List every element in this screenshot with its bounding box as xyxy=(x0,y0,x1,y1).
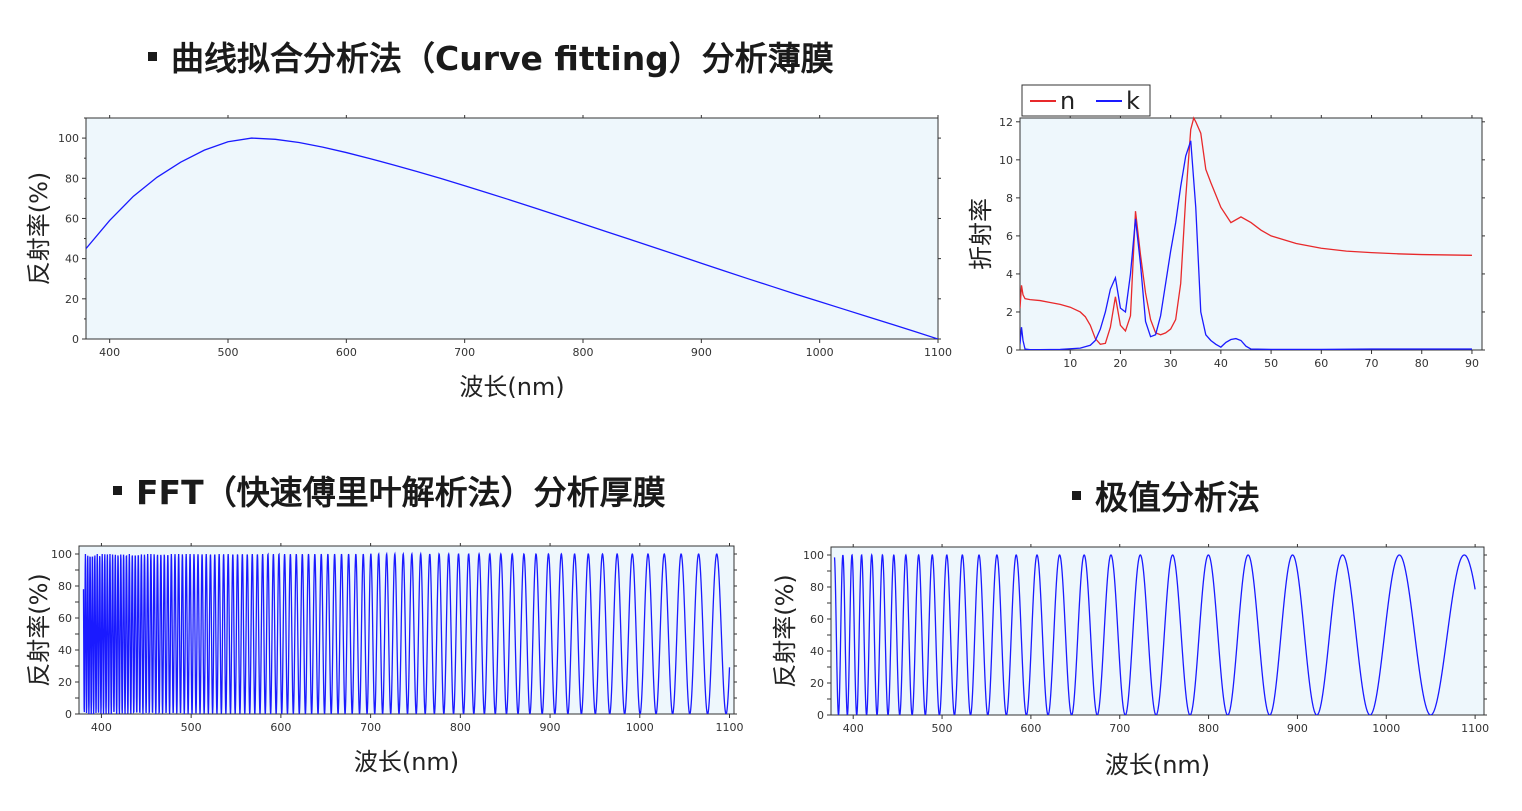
x-tick-label: 60 xyxy=(1314,357,1328,370)
heading-curve-fitting-text: 曲线拟合分析法（Curve fitting）分析薄膜 xyxy=(171,39,834,78)
series-line-0 xyxy=(82,551,731,714)
x-tick-label: 10 xyxy=(1063,357,1077,370)
y-tick-label: 60 xyxy=(58,612,72,625)
x-tick-label: 80 xyxy=(1415,357,1429,370)
y-tick-label: 100 xyxy=(58,132,79,145)
y-tick-label: 40 xyxy=(65,253,79,266)
x-tick-label: 1100 xyxy=(924,346,952,359)
y-tick-label: 8 xyxy=(1006,192,1013,205)
plot-area xyxy=(85,117,939,340)
y-axis-title: 反射率(%) xyxy=(771,574,799,688)
x-tick-label: 900 xyxy=(540,721,561,734)
y-tick-label: 80 xyxy=(810,581,824,594)
x-tick-label: 30 xyxy=(1164,357,1178,370)
heading-fft-text: FFT（快速傅里叶解析法）分析厚膜 xyxy=(136,473,666,512)
x-tick-label: 1100 xyxy=(1461,722,1489,735)
legend-label-k: k xyxy=(1126,87,1140,115)
plot-area xyxy=(1019,117,1483,351)
chart-fft: 0 20 40 60 80 100 400 500 600 700 800 900 1000 1100 反射… xyxy=(25,543,744,776)
x-tick-label: 600 xyxy=(1020,722,1041,735)
x-tick-label: 800 xyxy=(1198,722,1219,735)
x-tick-label: 600 xyxy=(270,721,291,734)
x-axis-title: 波长(nm) xyxy=(354,748,459,776)
y-axis-title: 反射率(%) xyxy=(25,172,53,286)
bullet-icon xyxy=(113,486,122,495)
x-tick-label: 500 xyxy=(932,722,953,735)
x-tick-label: 700 xyxy=(454,346,475,359)
x-tick-label: 400 xyxy=(843,722,864,735)
y-tick-label: 12 xyxy=(999,116,1013,129)
x-tick-label: 600 xyxy=(336,346,357,359)
series-line-0 xyxy=(86,137,938,339)
y-tick-label: 80 xyxy=(65,172,79,185)
x-tick-label: 1000 xyxy=(1372,722,1400,735)
legend-label-n: n xyxy=(1060,87,1075,115)
y-tick-label: 40 xyxy=(810,645,824,658)
x-tick-label: 90 xyxy=(1465,357,1479,370)
y-axis-title: 反射率(%) xyxy=(25,573,53,687)
bullet-icon xyxy=(148,52,157,61)
series-line-n xyxy=(1020,116,1472,346)
x-tick-label: 500 xyxy=(218,346,239,359)
y-tick-label: 6 xyxy=(1006,230,1013,243)
x-tick-label: 40 xyxy=(1214,357,1228,370)
x-tick-label: 400 xyxy=(91,721,112,734)
bullet-icon xyxy=(1072,491,1081,500)
x-tick-label: 900 xyxy=(691,346,712,359)
x-tick-label: 50 xyxy=(1264,357,1278,370)
y-tick-label: 40 xyxy=(58,644,72,657)
y-tick-label: 100 xyxy=(51,548,72,561)
y-tick-label: 80 xyxy=(58,580,72,593)
heading-extremum-text: 极值分析法 xyxy=(1095,478,1260,517)
x-tick-label: 20 xyxy=(1113,357,1127,370)
x-tick-label: 1100 xyxy=(716,721,744,734)
x-tick-label: 800 xyxy=(450,721,471,734)
y-tick-label: 0 xyxy=(817,709,824,722)
x-axis-title: 波长(nm) xyxy=(459,373,564,401)
heading-fft: FFT（快速傅里叶解析法）分析厚膜 xyxy=(113,476,666,509)
x-tick-label: 700 xyxy=(1109,722,1130,735)
x-axis-title: 波长(nm) xyxy=(1105,751,1210,779)
y-axis-title: 折射率 xyxy=(967,198,995,270)
y-tick-label: 2 xyxy=(1006,306,1013,319)
y-tick-label: 4 xyxy=(1006,268,1013,281)
x-tick-label: 70 xyxy=(1365,357,1379,370)
y-tick-label: 0 xyxy=(1006,344,1013,357)
heading-curve-fitting: 曲线拟合分析法（Curve fitting）分析薄膜 xyxy=(148,42,834,75)
y-tick-label: 60 xyxy=(810,613,824,626)
y-tick-label: 0 xyxy=(72,333,79,346)
y-tick-label: 20 xyxy=(65,293,79,306)
x-tick-label: 900 xyxy=(1287,722,1308,735)
x-tick-label: 1000 xyxy=(626,721,654,734)
series-line-0 xyxy=(833,552,1476,715)
heading-extremum: 极值分析法 xyxy=(1072,481,1260,514)
x-tick-label: 400 xyxy=(99,346,120,359)
chart-extremum: 0 20 40 60 80 100 400 500 600 700 800 900 1000 1100 反射… xyxy=(771,544,1489,779)
x-tick-label: 800 xyxy=(573,346,594,359)
x-tick-label: 1000 xyxy=(806,346,834,359)
y-tick-label: 20 xyxy=(810,677,824,690)
plot-area xyxy=(830,546,1485,716)
series-line-k xyxy=(1020,140,1472,350)
y-tick-label: 0 xyxy=(65,708,72,721)
y-tick-label: 60 xyxy=(65,212,79,225)
x-tick-label: 700 xyxy=(360,721,381,734)
y-tick-label: 10 xyxy=(999,154,1013,167)
chart-curve: 0 20 40 60 80 100 400 500 600 700 800 900 1000 1100 反射… xyxy=(25,115,952,401)
y-tick-label: 20 xyxy=(58,676,72,689)
y-tick-label: 100 xyxy=(803,549,824,562)
x-tick-label: 500 xyxy=(181,721,202,734)
